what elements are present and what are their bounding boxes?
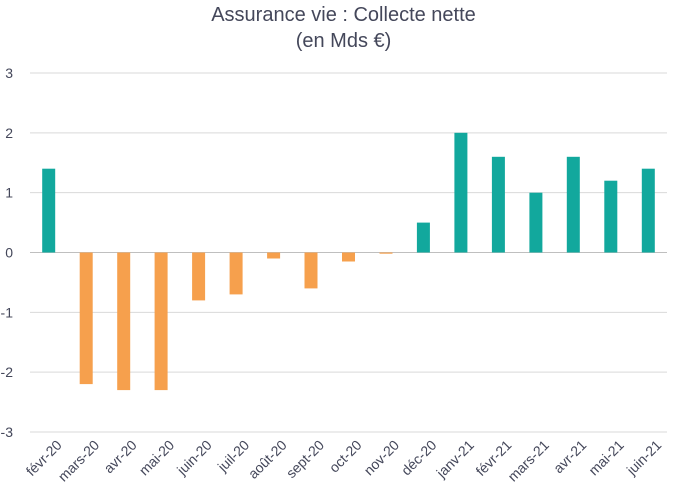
y-tick-label: 2: [5, 125, 13, 141]
bar-mai-20: [154, 252, 168, 391]
bar-juin-21: [641, 168, 655, 253]
x-tick-label: oct-20: [326, 437, 365, 476]
bar-mars-20: [79, 252, 93, 385]
x-tick-label: mars-21: [504, 437, 552, 485]
y-tick-label: -1: [1, 304, 14, 320]
x-tick-label: mars-20: [55, 437, 103, 485]
bar-oct-20: [342, 252, 355, 262]
x-tick-label: avr-20: [100, 437, 140, 477]
y-tick-label: 3: [5, 65, 13, 81]
bar-févr-20: [42, 168, 56, 253]
bars: [42, 132, 655, 391]
bar-mai-21: [604, 180, 618, 253]
x-tick-label: août-20: [245, 437, 290, 482]
chart-title: Assurance vie : Collecte nette (en Mds €…: [0, 2, 687, 54]
y-tick-label: 0: [5, 245, 13, 261]
x-tick-label: juin-20: [173, 437, 215, 479]
bar-févr-21: [491, 156, 505, 253]
chart-title-line2: (en Mds €): [295, 30, 392, 52]
x-tick-label: sept-20: [283, 437, 327, 481]
x-tick-label: déc-20: [398, 437, 440, 479]
y-tick-label: -2: [1, 364, 14, 380]
bar-déc-20: [416, 222, 430, 253]
chart-title-line1: Assurance vie : Collecte nette: [211, 4, 476, 26]
x-tick-label: mai-20: [136, 437, 178, 479]
bar-avr-21: [566, 156, 580, 253]
bar-mars-21: [529, 192, 543, 253]
gridlines: [30, 72, 667, 433]
bar-août-20: [267, 252, 281, 259]
bar-janv-21: [454, 132, 468, 253]
x-tick-label: nov-20: [361, 437, 403, 479]
bar-nov-20: [379, 252, 393, 254]
bar-juin-20: [192, 252, 206, 301]
x-tick-label: juin-21: [623, 437, 665, 479]
y-axis: 3 2 1 0 -1 -2 -3: [1, 65, 14, 440]
bar-avr-20: [117, 252, 131, 391]
bar-sept-20: [304, 252, 318, 289]
x-tick-label: janv-21: [433, 437, 478, 482]
y-tick-label: 1: [5, 185, 13, 201]
x-tick-label: mai-21: [585, 437, 627, 479]
y-tick-label: -3: [1, 424, 14, 440]
bar-juil-20: [229, 252, 243, 295]
x-tick-label: avr-21: [550, 437, 590, 477]
